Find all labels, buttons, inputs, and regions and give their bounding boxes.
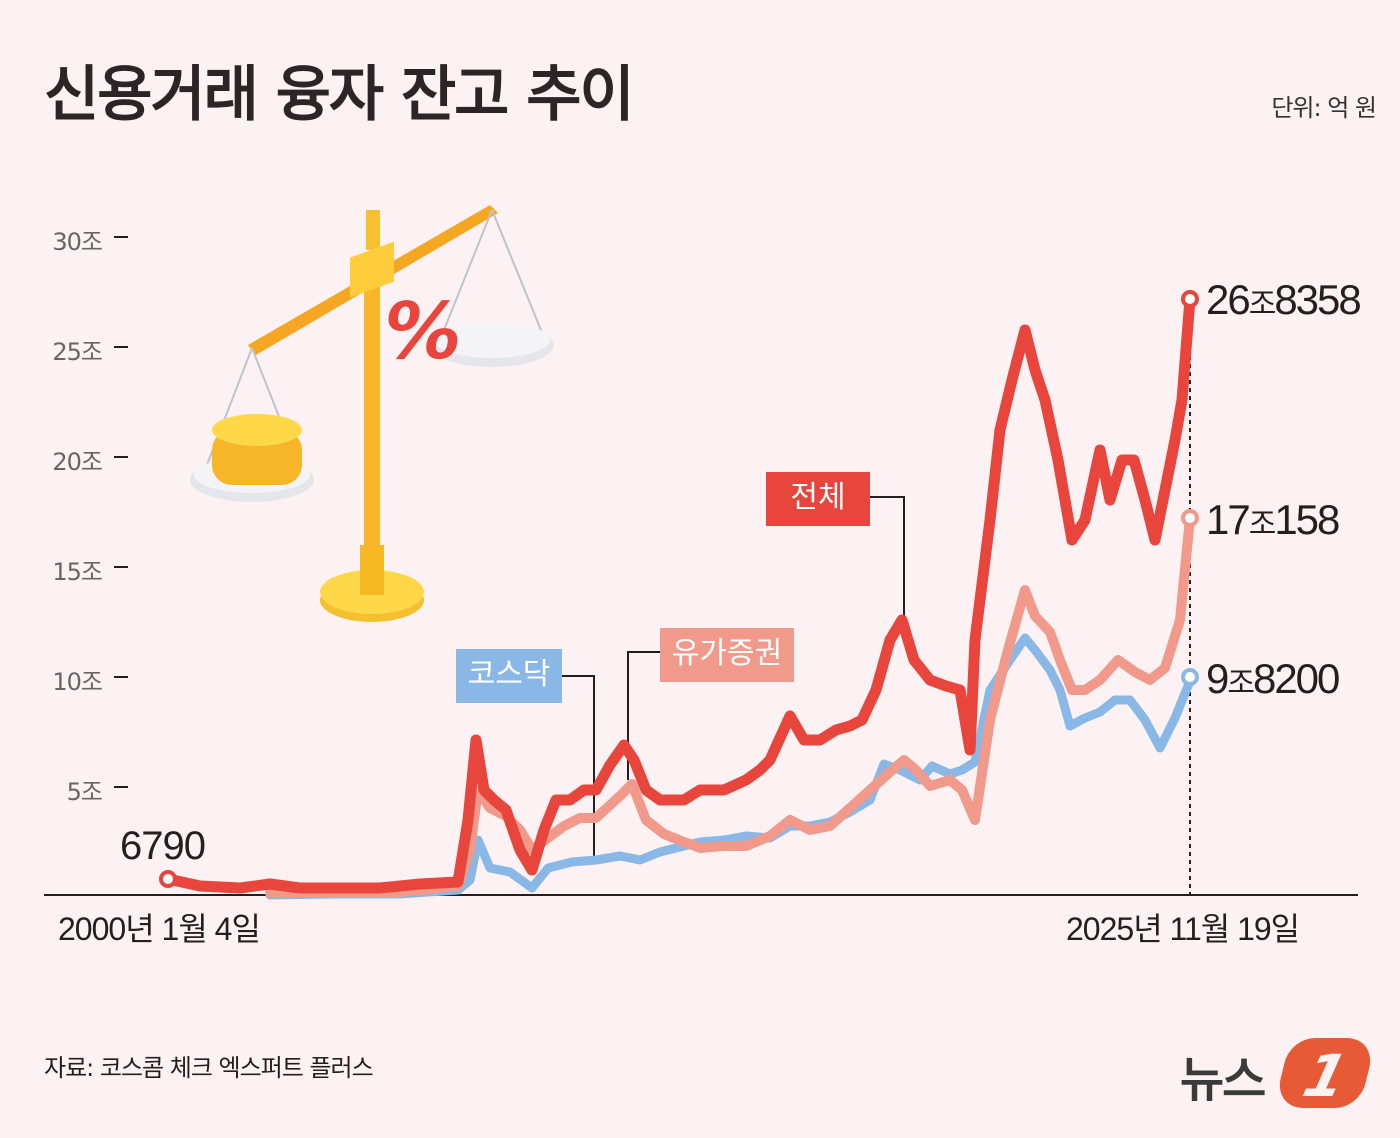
x-end-label: 2025년 11월 19일 bbox=[1066, 911, 1300, 947]
y-tick-mark bbox=[114, 456, 128, 458]
y-tick-mark bbox=[114, 236, 128, 238]
y-tick-mark bbox=[114, 346, 128, 348]
kospi-callout-line bbox=[627, 651, 660, 780]
legend-total: 전체 bbox=[766, 472, 870, 526]
legend-kosdaq: 코스닥 bbox=[456, 649, 562, 703]
kosdaq-end-marker bbox=[1181, 668, 1199, 686]
total-callout-line bbox=[870, 496, 905, 620]
y-tick-label: 30조 bbox=[52, 228, 103, 256]
x-start-label: 2000년 1월 4일 bbox=[58, 911, 261, 947]
total-end-marker bbox=[1181, 290, 1199, 308]
legend-kospi: 유가증권 bbox=[660, 628, 794, 682]
svg-text:%: % bbox=[376, 286, 470, 377]
kospi-line bbox=[265, 513, 1195, 898]
kosdaq-callout-line bbox=[562, 675, 595, 862]
total-end-value: 26조8358 bbox=[1206, 276, 1362, 323]
y-tick-label: 10조 bbox=[52, 668, 103, 696]
y-tick-label: 25조 bbox=[52, 338, 103, 366]
logo-mark-icon: 1 bbox=[1273, 1038, 1377, 1110]
source-note: 자료: 코스콤 체크 엑스퍼트 플러스 bbox=[44, 1054, 374, 1082]
start-value-label: 6790 bbox=[120, 824, 206, 868]
unit-label: 단위: 억 원 bbox=[1271, 94, 1377, 122]
total-line bbox=[162, 293, 1196, 894]
y-tick-label: 15조 bbox=[52, 558, 103, 586]
kosdaq-end-value: 9조8200 bbox=[1206, 655, 1340, 702]
y-tick-mark bbox=[114, 786, 128, 788]
start-marker bbox=[159, 870, 177, 888]
y-tick-label: 20조 bbox=[52, 448, 103, 476]
y-tick-mark bbox=[114, 566, 128, 568]
news1-logo: 뉴스 1 bbox=[1180, 1030, 1380, 1110]
kospi-end-value: 17조158 bbox=[1206, 496, 1340, 543]
y-tick-label: 5조 bbox=[66, 778, 103, 806]
kospi-end-marker bbox=[1181, 509, 1199, 527]
logo-text: 뉴스 bbox=[1180, 1052, 1266, 1108]
chart-title: 신용거래 융자 잔고 추이 bbox=[44, 60, 635, 130]
y-tick-mark bbox=[114, 676, 128, 678]
balance-scale-icon: % bbox=[190, 205, 554, 622]
